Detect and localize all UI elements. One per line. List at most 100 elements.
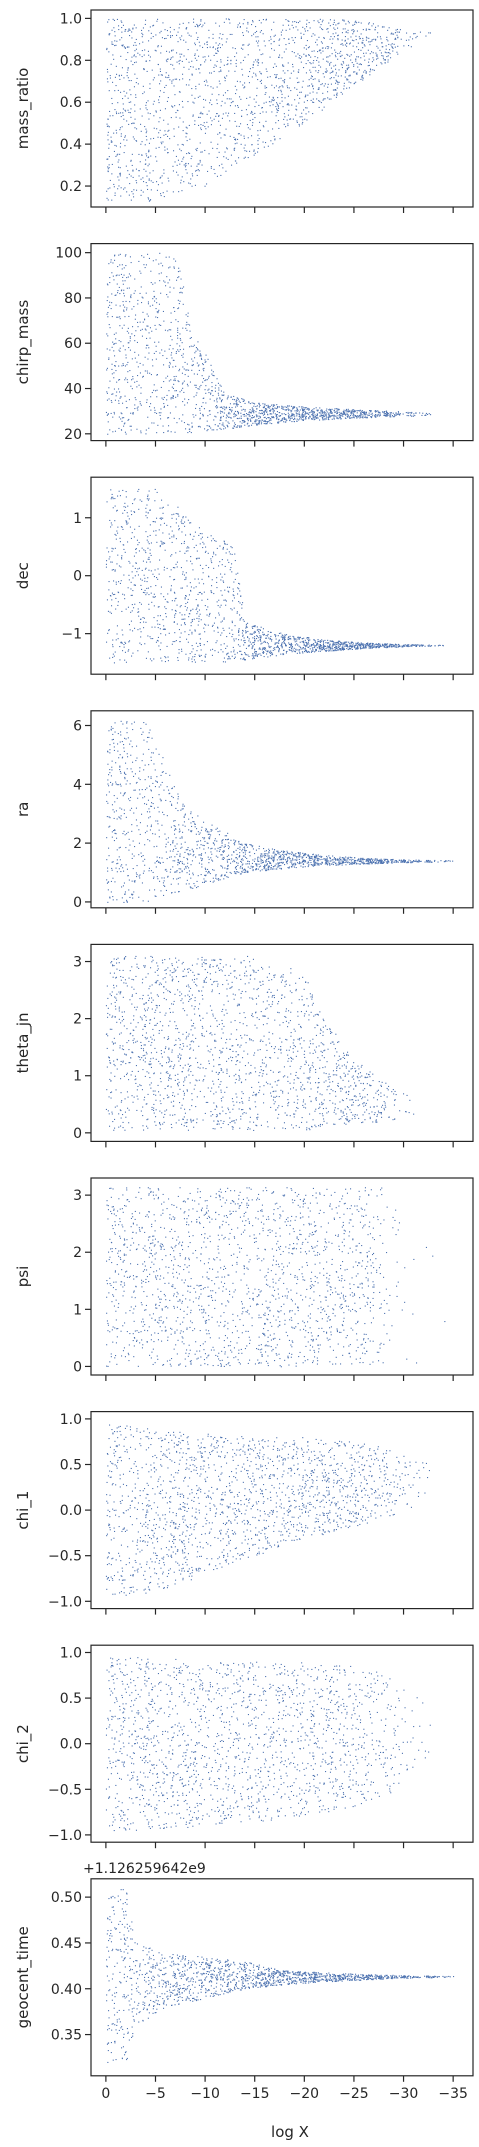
scatter-point [312, 417, 314, 419]
scatter-point [152, 365, 154, 367]
scatter-point [296, 109, 298, 111]
scatter-point [109, 301, 111, 303]
scatter-point [107, 306, 109, 308]
scatter-point [171, 105, 173, 107]
scatter-point [215, 52, 217, 54]
scatter-point [299, 641, 301, 643]
scatter-point [184, 521, 186, 523]
scatter-point [238, 629, 240, 631]
scatter-point [299, 652, 301, 654]
scatter-point [180, 278, 182, 280]
scatter-point [198, 618, 200, 620]
scatter-point [392, 645, 394, 647]
scatter-point [326, 28, 328, 30]
scatter-point [177, 513, 179, 515]
scatter-point [319, 646, 321, 648]
scatter-point [328, 419, 330, 421]
scatter-point [231, 547, 233, 549]
scatter-point [281, 405, 283, 407]
scatter-point [228, 18, 230, 20]
scatter-point [177, 395, 179, 397]
scatter-point [258, 423, 260, 425]
scatter-point [196, 348, 198, 350]
scatter-point [111, 393, 113, 395]
scatter-point [268, 101, 270, 103]
scatter-point [111, 493, 113, 495]
scatter-point [308, 46, 310, 48]
scatter-point [395, 644, 397, 646]
scatter-point [273, 35, 275, 37]
scatter-point [286, 104, 288, 106]
scatter-point [167, 375, 169, 377]
scatter-point [125, 642, 127, 644]
scatter-point [324, 98, 326, 100]
scatter-point [158, 121, 160, 123]
scatter-point [247, 622, 249, 624]
scatter-point [183, 574, 185, 576]
scatter-point [267, 650, 269, 652]
scatter-point [265, 142, 267, 144]
scatter-point [149, 172, 151, 174]
scatter-point [288, 414, 290, 416]
scatter-point [229, 632, 231, 634]
scatter-point [168, 365, 170, 367]
scatter-point [188, 399, 190, 401]
scatter-point [224, 77, 226, 79]
scatter-point [239, 602, 241, 604]
scatter-point [267, 656, 269, 658]
scatter-point [190, 432, 192, 434]
scatter-point [360, 416, 362, 418]
scatter-point [123, 544, 125, 546]
scatter-point [124, 659, 126, 661]
scatter-point [378, 646, 380, 648]
scatter-point [396, 414, 398, 416]
scatter-point [180, 624, 182, 626]
scatter-point [156, 541, 158, 543]
scatter-point [214, 64, 216, 66]
scatter-point [237, 418, 239, 420]
scatter-point [316, 415, 318, 417]
scatter-point [130, 160, 132, 162]
scatter-point [291, 645, 293, 647]
scatter-point [313, 419, 315, 421]
scatter-point [148, 156, 150, 158]
scatter-point [244, 424, 246, 426]
scatter-point [283, 123, 285, 125]
scatter-point [331, 53, 333, 55]
scatter-point [318, 79, 320, 81]
scatter-point [124, 47, 126, 49]
scatter-point [298, 411, 300, 413]
scatter-point [118, 185, 120, 187]
scatter-point [362, 47, 364, 49]
scatter-point [145, 594, 147, 596]
scatter-point [150, 199, 152, 201]
scatter-point [185, 41, 187, 43]
scatter-point [271, 413, 273, 415]
scatter-point [120, 135, 122, 137]
scatter-point [396, 644, 398, 646]
scatter-point [238, 630, 240, 632]
scatter-point [187, 432, 189, 434]
scatter-point [284, 640, 286, 642]
scatter-point [305, 649, 307, 651]
scatter-point [115, 304, 117, 306]
scatter-point [129, 526, 131, 528]
scatter-point [319, 648, 321, 650]
scatter-point [168, 76, 170, 78]
scatter-point [320, 644, 322, 646]
scatter-point [327, 83, 329, 85]
scatter-point [239, 22, 241, 24]
scatter-point [114, 254, 116, 256]
scatter-point [281, 406, 283, 408]
scatter-point [200, 127, 202, 129]
scatter-point [332, 650, 334, 652]
scatter-point [133, 122, 135, 124]
scatter-point [318, 50, 320, 52]
scatter-point [163, 91, 165, 93]
scatter-point [135, 314, 137, 316]
scatter-point [237, 398, 239, 400]
scatter-point [257, 42, 259, 44]
scatter-point [116, 391, 118, 393]
scatter-point [292, 408, 294, 410]
scatter-point [228, 551, 230, 553]
